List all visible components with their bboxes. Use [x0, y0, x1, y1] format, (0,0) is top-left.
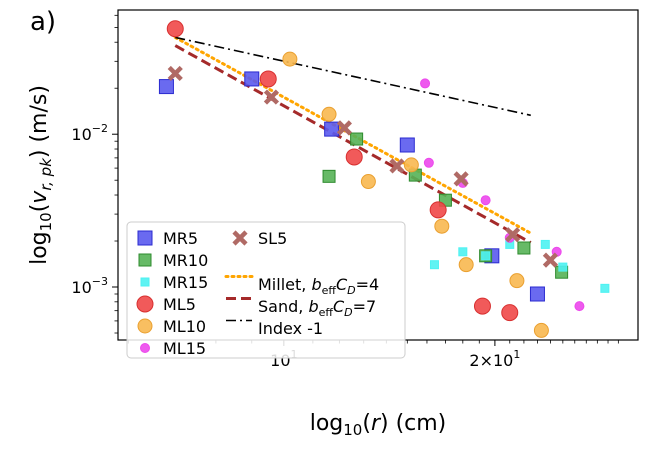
legend-label-mr15: MR15 [163, 273, 208, 292]
ml10-point-1 [322, 107, 336, 121]
legend-label-mr5: MR5 [163, 229, 198, 248]
ml5-point-3 [430, 202, 446, 218]
mr10-point-0 [323, 170, 335, 182]
y-axis-label: log10(vr, pk) (m/s) [27, 85, 55, 265]
ml10-point-4 [435, 219, 449, 233]
legend-marker-mr10 [139, 254, 151, 266]
ml10-point-5 [459, 258, 473, 272]
legend-marker-mr5 [138, 231, 152, 245]
ml5-point-1 [260, 71, 276, 87]
mr10-point-5 [518, 242, 530, 254]
ml5-point-0 [167, 21, 183, 37]
ml15-point-3 [481, 196, 490, 205]
ml5-point-4 [474, 298, 490, 314]
sl5-point-6 [544, 254, 556, 266]
legend-label-mr10: MR10 [163, 251, 208, 270]
panel-label: a) [30, 7, 56, 37]
mr15-point-6 [601, 284, 609, 292]
x-axis-label: log10(r) (cm) [310, 411, 447, 439]
mr5-point-2 [325, 122, 339, 136]
ml15-point-6 [575, 302, 584, 311]
ml10-point-2 [361, 175, 375, 189]
legend-marker-ml5 [137, 296, 153, 312]
y-tick-label-0: 10−3 [71, 275, 108, 297]
mr15-point-0 [430, 261, 438, 269]
mr5-point-0 [159, 80, 173, 94]
mr15-point-2 [482, 252, 490, 260]
mr10-point-1 [351, 133, 363, 145]
mr15-point-1 [459, 248, 467, 256]
legend-label-ml10: ML10 [163, 317, 206, 336]
ml10-point-0 [283, 52, 297, 66]
ml15-point-0 [421, 79, 430, 88]
legend-label-sl5: SL5 [258, 229, 287, 248]
ml5-point-5 [502, 305, 518, 321]
legend-marker-ml10 [138, 319, 152, 333]
legend-marker-mr15 [141, 278, 149, 286]
mr15-point-5 [559, 263, 567, 271]
mr5-point-3 [400, 138, 414, 152]
legend: MR5 MR10 MR15 ML5 ML10 ML15 SL5 Millet, beffCD… [127, 222, 405, 358]
y-tick-label-1: 10−2 [71, 122, 108, 144]
ml10-point-7 [534, 323, 548, 337]
legend-label-index: Index -1 [258, 319, 323, 338]
mr5-point-5 [530, 287, 544, 301]
legend-label-ml15: ML15 [163, 339, 206, 358]
legend-label-ml5: ML5 [163, 295, 196, 314]
ml15-point-1 [424, 158, 433, 167]
mr15-point-4 [541, 240, 549, 248]
ml5-point-2 [346, 149, 362, 165]
mr5-point-1 [245, 72, 259, 86]
ml10-point-6 [510, 274, 524, 288]
x-tick-label-1: 2×101 [469, 348, 520, 370]
legend-label-millet: Millet, beffCD=4 [258, 275, 379, 297]
ml10-point-3 [404, 158, 418, 172]
legend-label-sand: Sand, beffCD=7 [258, 297, 376, 319]
legend-marker-ml15 [141, 344, 150, 353]
scatter-chart: a) 1012×10110−310−2 log10(r) (cm) log10(… [0, 0, 658, 450]
sl5-point-0 [169, 67, 181, 79]
